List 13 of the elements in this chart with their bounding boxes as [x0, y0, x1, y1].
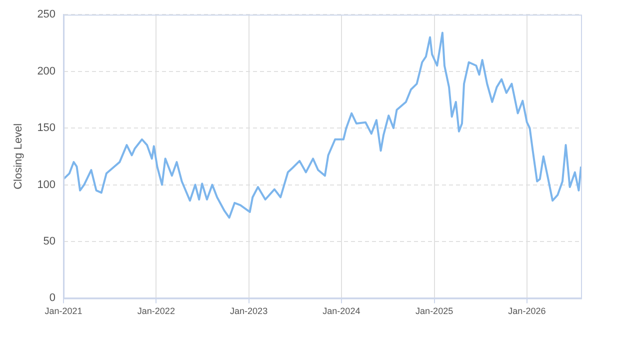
y-tick-label: 250	[37, 8, 56, 21]
y-tick-label: 0	[49, 292, 56, 304]
x-tick-label: Jan-2022	[137, 306, 175, 316]
x-tick-label: Jan-2026	[508, 306, 546, 316]
y-tick-label: 50	[43, 236, 56, 248]
x-tick-label: Jan-2021	[44, 306, 82, 316]
y-axis-title: Closing Level	[12, 123, 25, 190]
y-tick-label: 200	[37, 65, 56, 78]
x-tick-label: Jan-2023	[230, 306, 268, 316]
x-tick-label: Jan-2025	[416, 306, 454, 316]
y-tick-label: 150	[37, 122, 56, 134]
y-tick-label: 100	[37, 178, 56, 191]
x-tick-label: Jan-2024	[322, 306, 360, 316]
